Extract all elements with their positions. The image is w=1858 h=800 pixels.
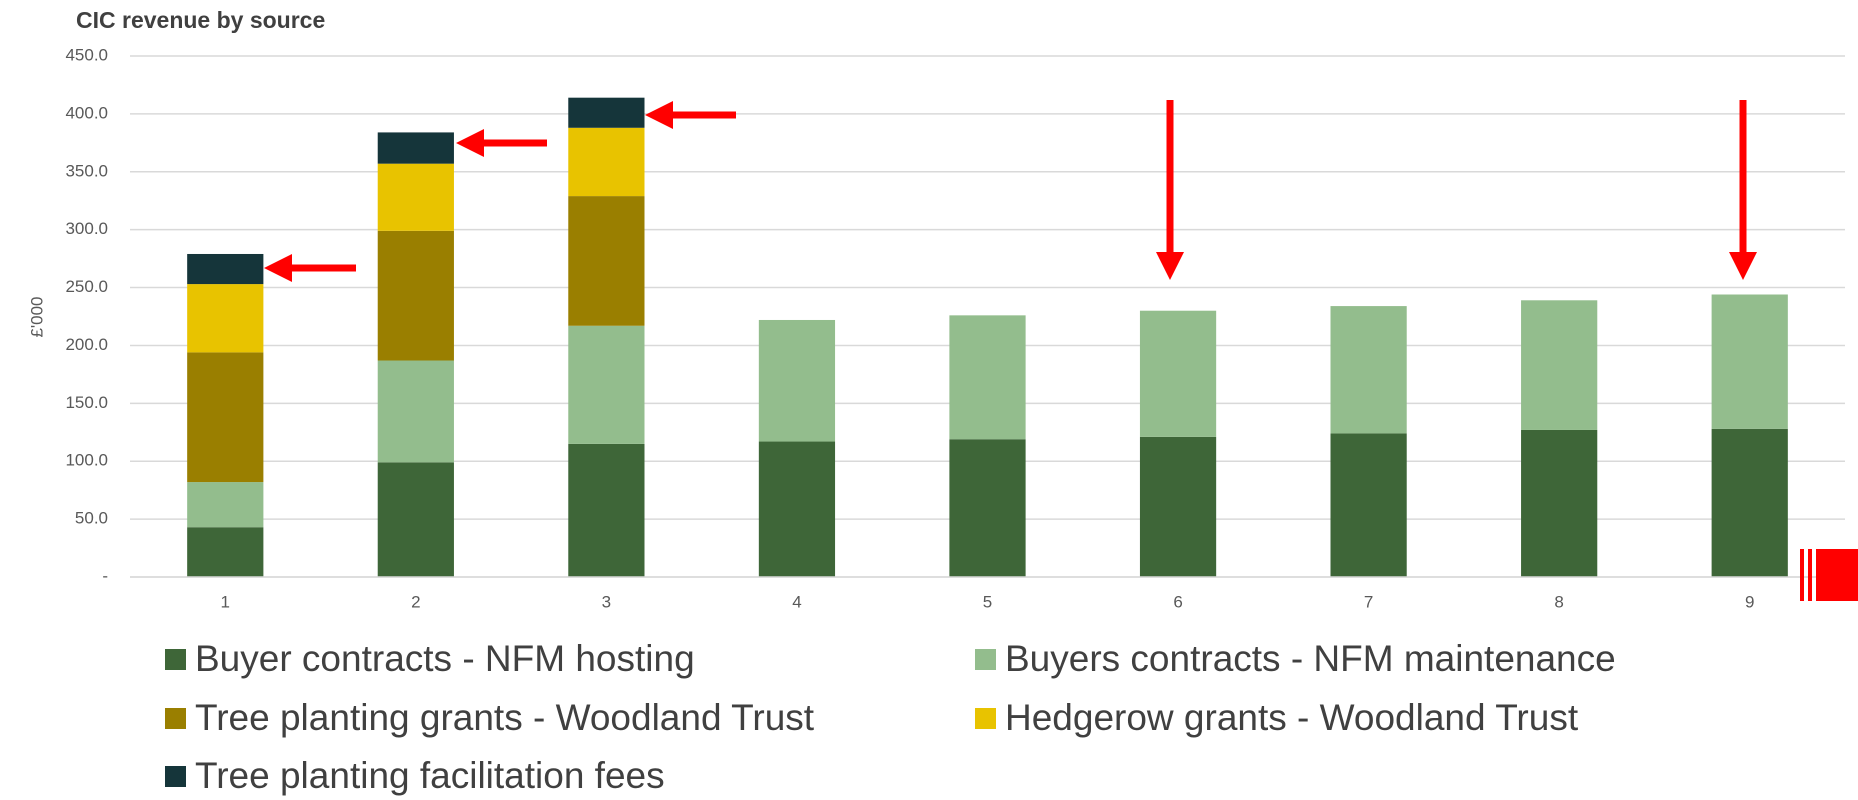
bar-segment	[1330, 433, 1407, 577]
bar-segment	[758, 319, 836, 442]
y-tick-label: 400.0	[65, 103, 108, 122]
x-tick-label: 1	[221, 592, 230, 611]
x-tick-label: 7	[1364, 592, 1373, 611]
annotations	[264, 100, 1858, 601]
legend-label: Hedgerow grants - Woodland Trust	[1005, 697, 1579, 738]
y-tick-label: 300.0	[65, 219, 108, 238]
y-tick-label: 250.0	[65, 277, 108, 296]
legend-label: Tree planting grants - Woodland Trust	[195, 697, 815, 738]
annotation-arrowhead	[1729, 252, 1757, 280]
bar-segment	[568, 97, 645, 128]
bar-segment	[1139, 436, 1217, 577]
bar-segment	[377, 230, 454, 361]
y-tick-label: -	[102, 566, 108, 585]
x-tick-label: 9	[1745, 592, 1754, 611]
bar-segment	[949, 439, 1026, 577]
bar-segment	[1330, 306, 1407, 434]
bar-segment	[1139, 310, 1217, 437]
x-tick-label: 3	[602, 592, 611, 611]
chart-title: CIC revenue by source	[76, 7, 325, 33]
y-tick-label: 350.0	[65, 161, 108, 180]
plot-area: - 50.0 100.0 150.0 200.0 250.0 300.0 350.0 400.0…	[65, 45, 1845, 611]
bar-segment	[377, 360, 454, 463]
legend-swatch	[165, 708, 186, 729]
annotation-block	[1816, 549, 1858, 601]
annotation-arrowhead	[456, 129, 484, 157]
bar-segment	[187, 352, 264, 483]
annotation-arrowhead	[645, 101, 673, 129]
bar-segment	[187, 527, 264, 577]
y-tick-label: 150.0	[65, 393, 108, 412]
y-tick-label: 450.0	[65, 45, 108, 64]
bar-segment	[568, 127, 645, 197]
bar-segment	[377, 132, 454, 164]
y-tick-label: 200.0	[65, 335, 108, 354]
x-tick-label: 4	[792, 592, 801, 611]
legend-swatch	[165, 649, 186, 670]
bar-segment	[1521, 429, 1598, 577]
bar-segment	[1711, 294, 1788, 429]
legend-label: Buyers contracts - NFM maintenance	[1005, 638, 1616, 679]
bar-segment	[187, 253, 264, 285]
x-tick-label: 8	[1554, 592, 1563, 611]
bar-segment	[1521, 300, 1598, 430]
bar-segment	[949, 315, 1026, 440]
annotation-arrowhead	[264, 254, 292, 282]
x-tick-label: 2	[411, 592, 420, 611]
legend-label: Tree planting facilitation fees	[195, 755, 665, 796]
annotation-arrowhead	[1156, 252, 1184, 280]
bar-segment	[187, 284, 264, 353]
bar-segment	[568, 443, 645, 577]
bar-segment	[568, 325, 645, 444]
legend-swatch	[975, 708, 996, 729]
annotation-block	[1808, 549, 1812, 601]
y-axis-label: £'000	[27, 296, 46, 337]
y-tick-label: 100.0	[65, 451, 108, 470]
legend-swatch	[975, 649, 996, 670]
x-tick-label: 6	[1173, 592, 1182, 611]
bar-segment	[758, 441, 836, 577]
x-tick-label: 5	[983, 592, 992, 611]
y-tick-label: 50.0	[75, 509, 108, 528]
legend-swatch	[165, 766, 186, 787]
bar-segment	[377, 462, 454, 577]
bar-segment	[187, 482, 264, 528]
bar-segment	[568, 196, 645, 326]
legend-label: Buyer contracts - NFM hosting	[195, 638, 695, 679]
annotation-block	[1800, 549, 1804, 601]
bar-segment	[377, 163, 454, 231]
bar-segment	[1711, 428, 1788, 577]
